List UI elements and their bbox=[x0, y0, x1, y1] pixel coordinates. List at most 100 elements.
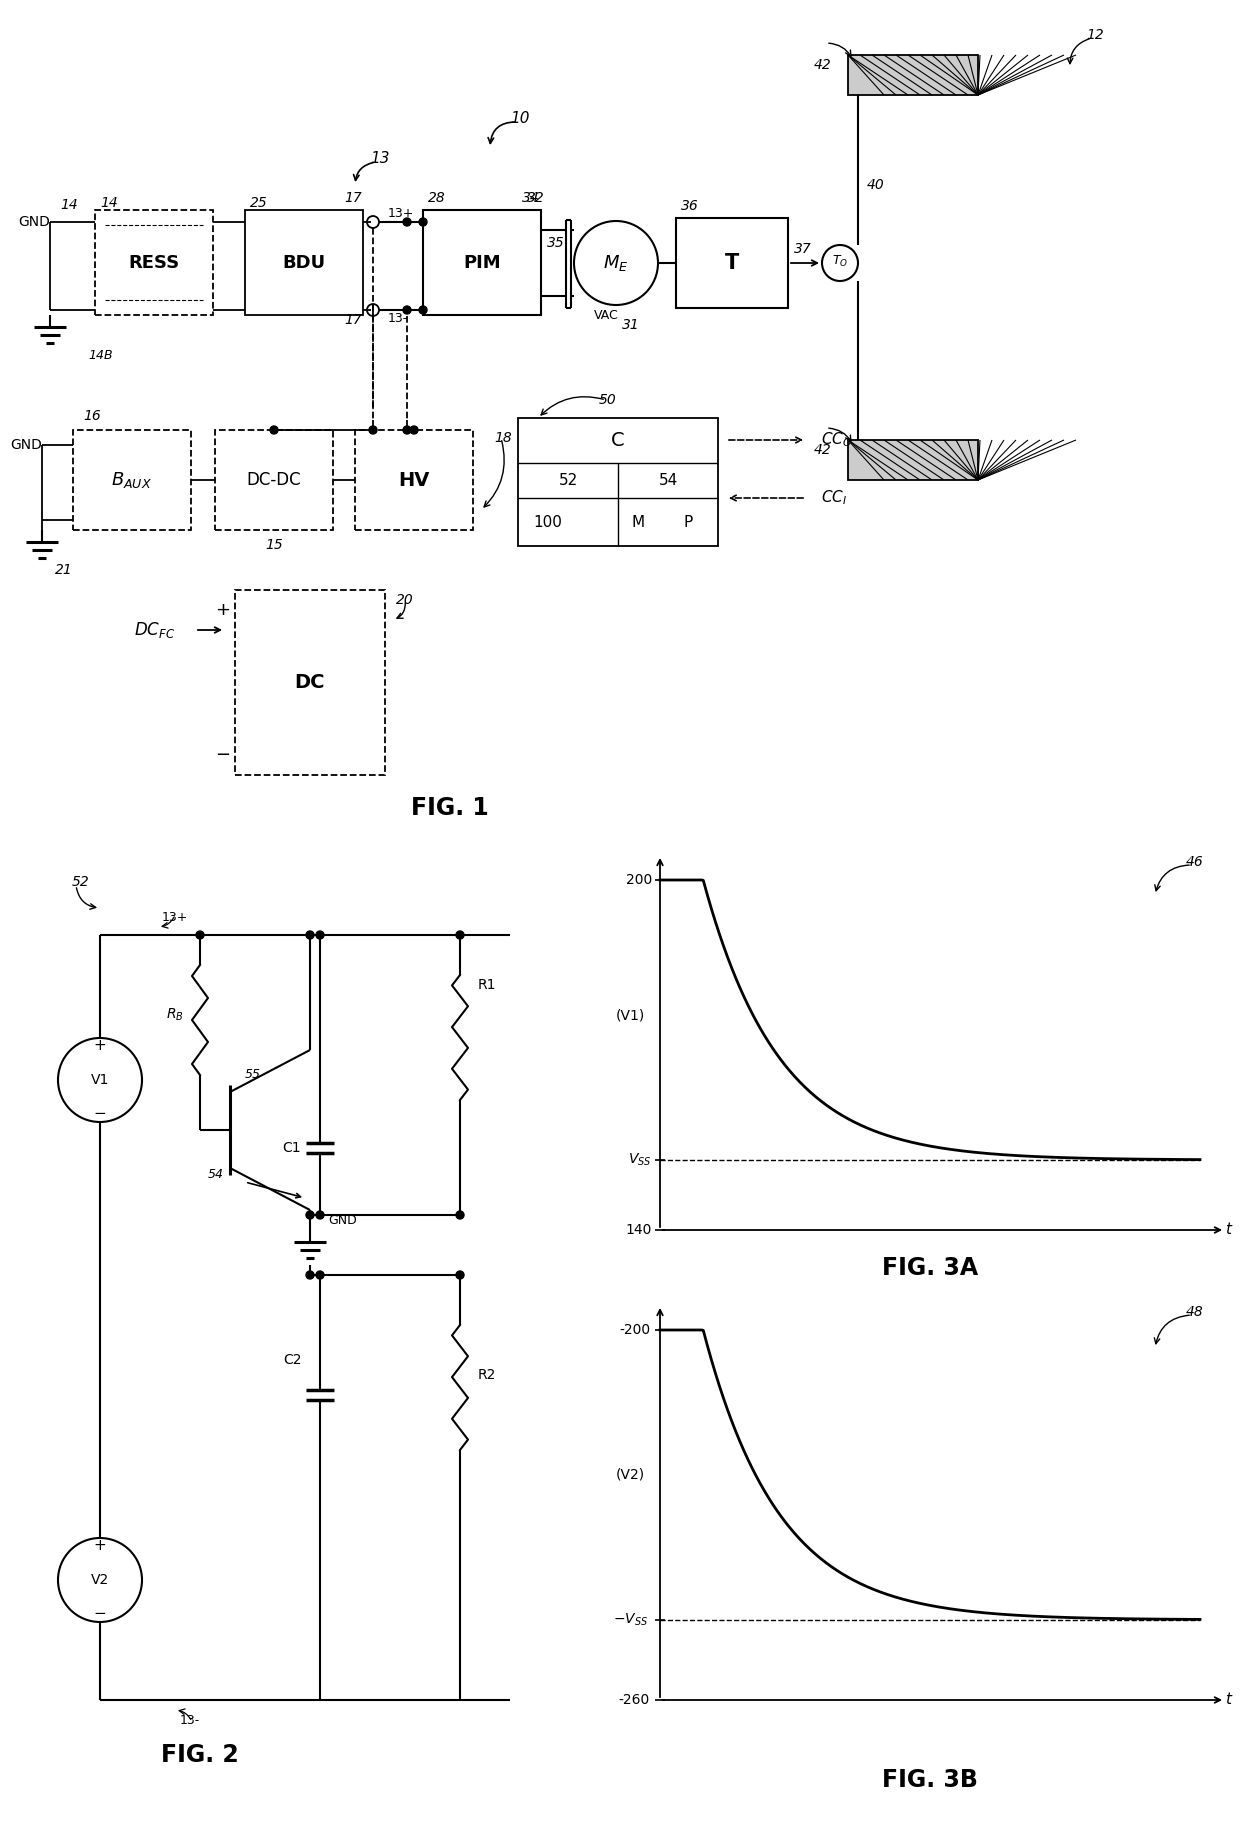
Text: -260: -260 bbox=[619, 1694, 650, 1707]
Text: 54: 54 bbox=[208, 1168, 224, 1181]
Text: V1: V1 bbox=[91, 1072, 109, 1087]
Text: 20: 20 bbox=[396, 592, 414, 607]
Text: 25: 25 bbox=[250, 197, 268, 210]
Text: 100: 100 bbox=[533, 515, 563, 530]
Text: FIG. 3A: FIG. 3A bbox=[882, 1256, 978, 1280]
Text: 15: 15 bbox=[265, 539, 283, 552]
Text: R2: R2 bbox=[477, 1368, 496, 1381]
Text: 17: 17 bbox=[345, 191, 362, 204]
Text: C1: C1 bbox=[283, 1140, 301, 1155]
Text: 10: 10 bbox=[510, 110, 529, 125]
Text: 200: 200 bbox=[626, 874, 652, 886]
Bar bbox=[423, 210, 541, 314]
Text: GND: GND bbox=[10, 438, 42, 452]
Text: t: t bbox=[1225, 1223, 1231, 1238]
Circle shape bbox=[574, 221, 658, 305]
Text: FIG. 3B: FIG. 3B bbox=[882, 1767, 978, 1791]
Text: $R_B$: $R_B$ bbox=[166, 1006, 184, 1022]
Text: 42: 42 bbox=[815, 443, 832, 458]
Circle shape bbox=[316, 1212, 324, 1219]
Text: 13-: 13- bbox=[180, 1714, 200, 1727]
Text: 14B: 14B bbox=[88, 349, 113, 362]
Text: $CC_O$: $CC_O$ bbox=[821, 430, 852, 449]
Circle shape bbox=[316, 1271, 324, 1278]
Bar bbox=[95, 210, 213, 314]
Circle shape bbox=[410, 427, 418, 434]
Text: +: + bbox=[215, 601, 229, 620]
Circle shape bbox=[403, 427, 410, 434]
Bar bbox=[236, 590, 384, 774]
Text: 12: 12 bbox=[1086, 28, 1104, 42]
Bar bbox=[73, 430, 191, 530]
Text: M: M bbox=[631, 515, 645, 530]
Text: 14: 14 bbox=[100, 197, 118, 210]
Text: 52: 52 bbox=[558, 473, 578, 487]
Circle shape bbox=[456, 1271, 464, 1278]
Text: 13+: 13+ bbox=[388, 206, 414, 219]
Text: $V_{SS}$: $V_{SS}$ bbox=[629, 1151, 652, 1168]
Circle shape bbox=[403, 219, 410, 226]
Text: 52: 52 bbox=[72, 875, 89, 888]
Text: 36: 36 bbox=[681, 199, 699, 213]
Text: $-V_{SS}$: $-V_{SS}$ bbox=[613, 1611, 649, 1628]
Text: 13-: 13- bbox=[388, 311, 408, 324]
Text: 40: 40 bbox=[867, 178, 885, 191]
Circle shape bbox=[419, 305, 427, 314]
Text: 37: 37 bbox=[794, 243, 812, 256]
Text: $T_O$: $T_O$ bbox=[832, 254, 848, 268]
Text: $DC_{FC}$: $DC_{FC}$ bbox=[134, 620, 176, 640]
Text: P: P bbox=[683, 515, 693, 530]
Bar bbox=[848, 440, 978, 480]
Text: $CC_I$: $CC_I$ bbox=[821, 489, 847, 508]
Circle shape bbox=[306, 1212, 314, 1219]
Circle shape bbox=[822, 245, 858, 281]
Circle shape bbox=[419, 219, 427, 226]
Circle shape bbox=[456, 931, 464, 940]
Text: $M_E$: $M_E$ bbox=[603, 254, 629, 272]
Text: BDU: BDU bbox=[283, 254, 326, 272]
Text: −: − bbox=[215, 747, 229, 763]
Text: +: + bbox=[94, 1039, 107, 1054]
Text: PIM: PIM bbox=[464, 254, 501, 272]
Bar bbox=[518, 417, 718, 546]
Text: DC-DC: DC-DC bbox=[247, 471, 301, 489]
Circle shape bbox=[403, 305, 410, 314]
Circle shape bbox=[456, 1212, 464, 1219]
Text: V2: V2 bbox=[91, 1572, 109, 1587]
Text: VAC: VAC bbox=[594, 309, 619, 322]
Text: 31: 31 bbox=[622, 318, 640, 333]
Text: GND: GND bbox=[329, 1214, 357, 1227]
Circle shape bbox=[367, 303, 379, 316]
Text: 50: 50 bbox=[599, 394, 616, 406]
Text: HV: HV bbox=[398, 471, 430, 489]
Text: 21: 21 bbox=[55, 563, 73, 577]
Bar bbox=[355, 430, 472, 530]
Circle shape bbox=[270, 427, 278, 434]
Text: T: T bbox=[725, 254, 739, 272]
Circle shape bbox=[58, 1037, 143, 1122]
Circle shape bbox=[306, 1271, 314, 1278]
Text: RESS: RESS bbox=[129, 254, 180, 272]
Text: 48: 48 bbox=[1187, 1306, 1204, 1319]
Text: 35: 35 bbox=[547, 235, 565, 250]
Text: 46: 46 bbox=[1187, 855, 1204, 870]
Text: FIG. 1: FIG. 1 bbox=[412, 796, 489, 820]
Text: −: − bbox=[94, 1107, 107, 1122]
Text: −: − bbox=[94, 1607, 107, 1622]
Text: 54: 54 bbox=[658, 473, 677, 487]
Bar bbox=[215, 430, 334, 530]
Text: +: + bbox=[94, 1539, 107, 1554]
Circle shape bbox=[196, 931, 205, 940]
Bar bbox=[676, 219, 787, 307]
Text: 42: 42 bbox=[815, 59, 832, 72]
Text: (V1): (V1) bbox=[615, 1008, 645, 1022]
Text: 14: 14 bbox=[60, 199, 78, 211]
Bar bbox=[246, 210, 363, 314]
Text: 16: 16 bbox=[83, 408, 100, 423]
Text: 140: 140 bbox=[626, 1223, 652, 1238]
Text: 28: 28 bbox=[428, 191, 445, 204]
Circle shape bbox=[306, 931, 314, 940]
Text: GND: GND bbox=[19, 215, 50, 230]
Circle shape bbox=[58, 1537, 143, 1622]
Circle shape bbox=[370, 427, 377, 434]
